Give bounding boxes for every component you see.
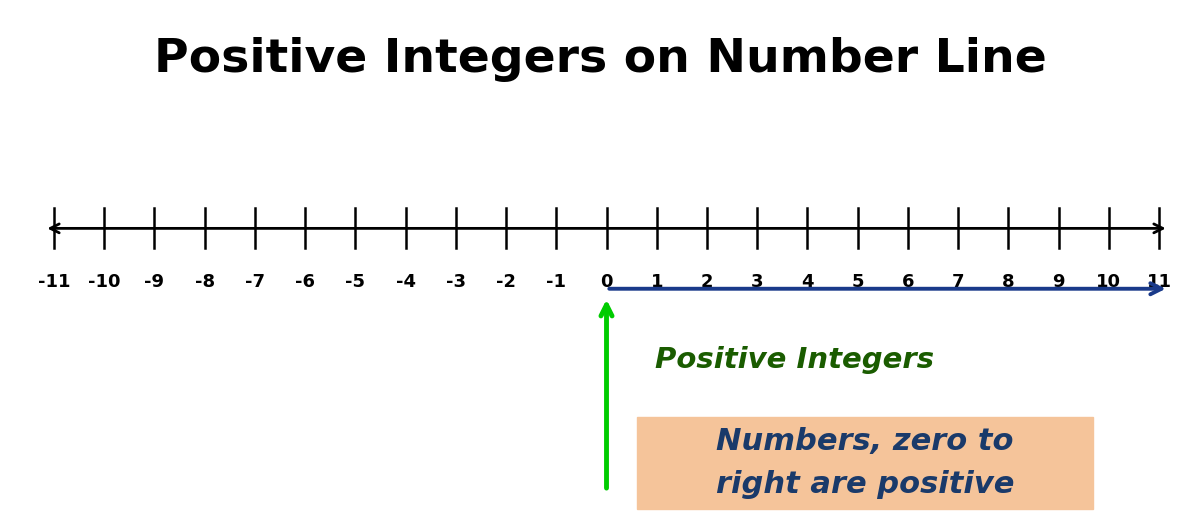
Text: -8: -8 <box>195 273 215 291</box>
Text: 11: 11 <box>1147 273 1171 291</box>
Text: Numbers, zero to
right are positive: Numbers, zero to right are positive <box>716 427 1014 499</box>
Text: Positive Integers on Number Line: Positive Integers on Number Line <box>154 37 1047 82</box>
Text: -6: -6 <box>295 273 315 291</box>
Text: 8: 8 <box>1002 273 1015 291</box>
Text: -1: -1 <box>546 273 567 291</box>
Text: -9: -9 <box>144 273 165 291</box>
Text: 7: 7 <box>952 273 964 291</box>
Text: -5: -5 <box>346 273 365 291</box>
FancyBboxPatch shape <box>637 417 1093 509</box>
Text: 0: 0 <box>600 273 613 291</box>
Text: -4: -4 <box>395 273 416 291</box>
Text: 1: 1 <box>651 273 663 291</box>
Text: -11: -11 <box>37 273 71 291</box>
Text: 4: 4 <box>801 273 813 291</box>
Text: 2: 2 <box>700 273 713 291</box>
Text: Positive Integers: Positive Integers <box>655 346 933 374</box>
Text: 5: 5 <box>852 273 864 291</box>
Text: -10: -10 <box>88 273 120 291</box>
Text: -7: -7 <box>245 273 265 291</box>
Text: -2: -2 <box>496 273 516 291</box>
Text: 6: 6 <box>902 273 914 291</box>
Text: 9: 9 <box>1052 273 1065 291</box>
Text: 3: 3 <box>751 273 764 291</box>
Text: 10: 10 <box>1097 273 1122 291</box>
Text: -3: -3 <box>446 273 466 291</box>
